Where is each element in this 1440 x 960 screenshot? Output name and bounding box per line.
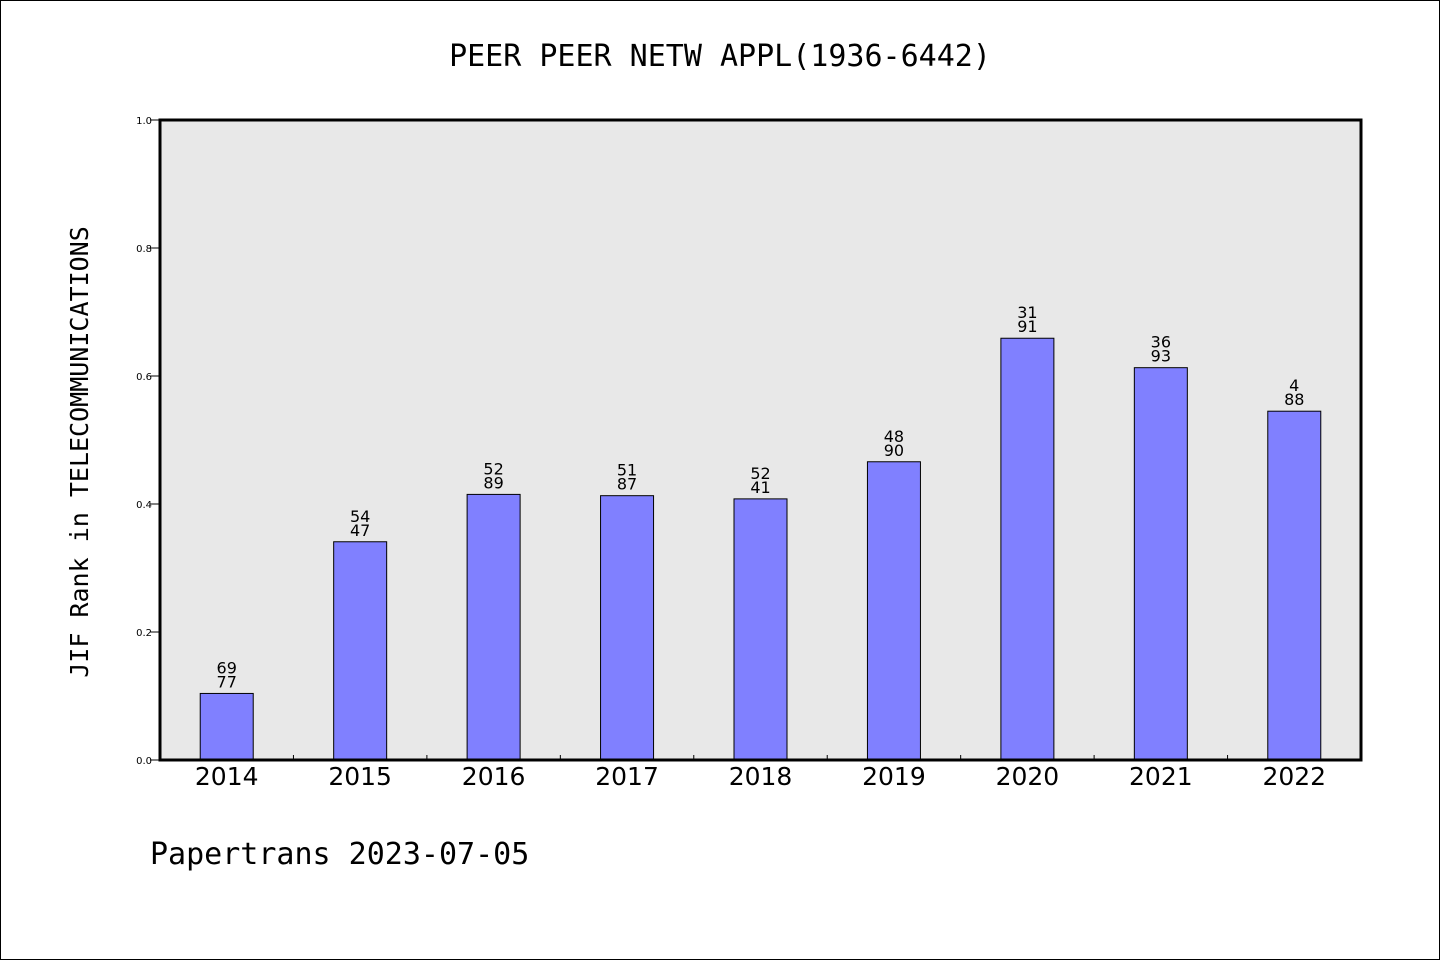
x-tick-label: 2014 xyxy=(195,762,259,791)
y-tick-label: 1.0 xyxy=(136,116,152,127)
bar-rank-label: 31 xyxy=(1017,303,1037,322)
x-tick-label: 2016 xyxy=(462,762,526,791)
bar-rank-label: 54 xyxy=(350,507,370,526)
y-tick-label: 0.2 xyxy=(136,628,152,639)
y-tick-label: 0.8 xyxy=(136,244,152,255)
bar-2018 xyxy=(733,498,788,761)
bar-rank-label: 36 xyxy=(1151,333,1171,352)
bar-rank-label: 69 xyxy=(217,658,237,677)
bar-rank-label: 4 xyxy=(1289,376,1299,395)
bar-2014 xyxy=(199,692,254,761)
bar-total-label: 90 xyxy=(884,441,904,460)
bar-total-label: 88 xyxy=(1284,390,1304,409)
x-tick-label: 2018 xyxy=(729,762,793,791)
bar-total-label: 89 xyxy=(483,473,503,492)
bar-rank-label: 51 xyxy=(617,461,637,480)
bar-2017 xyxy=(600,495,655,761)
plot-border xyxy=(158,118,1363,762)
bar-2020 xyxy=(1000,337,1055,761)
ticks-group: 0.0 0.2 0.4 0.6 0.8 1.0 2014 2015 2016 2017 2018 20… xyxy=(136,116,1326,791)
x-tick-label: 2015 xyxy=(328,762,392,791)
bar-total-label: 87 xyxy=(617,475,637,494)
bar-total-label: 91 xyxy=(1017,317,1037,336)
bar-rank-label: 52 xyxy=(750,464,770,483)
bar-rank-label: 48 xyxy=(884,427,904,446)
bar-total-label: 93 xyxy=(1151,347,1171,366)
x-tick-label: 2020 xyxy=(996,762,1060,791)
x-tick-label: 2019 xyxy=(862,762,926,791)
x-tick-label: 2017 xyxy=(595,762,659,791)
y-tick-label: 0.4 xyxy=(136,500,152,511)
y-tick-label: 0.6 xyxy=(136,372,152,383)
bar-rank-label: 52 xyxy=(483,459,503,478)
bar-2016 xyxy=(466,493,521,761)
footer-text: Papertrans 2023-07-05 xyxy=(150,837,529,872)
bar-2015 xyxy=(333,541,388,761)
bar-total-label: 41 xyxy=(750,478,770,497)
bar-total-label: 77 xyxy=(217,672,237,691)
bar-2022 xyxy=(1267,410,1322,761)
chart-title: PEER PEER NETW APPL(1936-6442) xyxy=(449,39,991,74)
x-tick-label: 2022 xyxy=(1262,762,1326,791)
bar-2019 xyxy=(866,461,921,761)
x-tick-label: 2021 xyxy=(1129,762,1193,791)
y-axis-label: JIF Rank in TELECOMMUNICATIONS xyxy=(65,226,94,678)
y-tick-label: 0.0 xyxy=(136,756,152,767)
bar-total-label: 47 xyxy=(350,521,370,540)
bar-2021 xyxy=(1133,367,1188,761)
